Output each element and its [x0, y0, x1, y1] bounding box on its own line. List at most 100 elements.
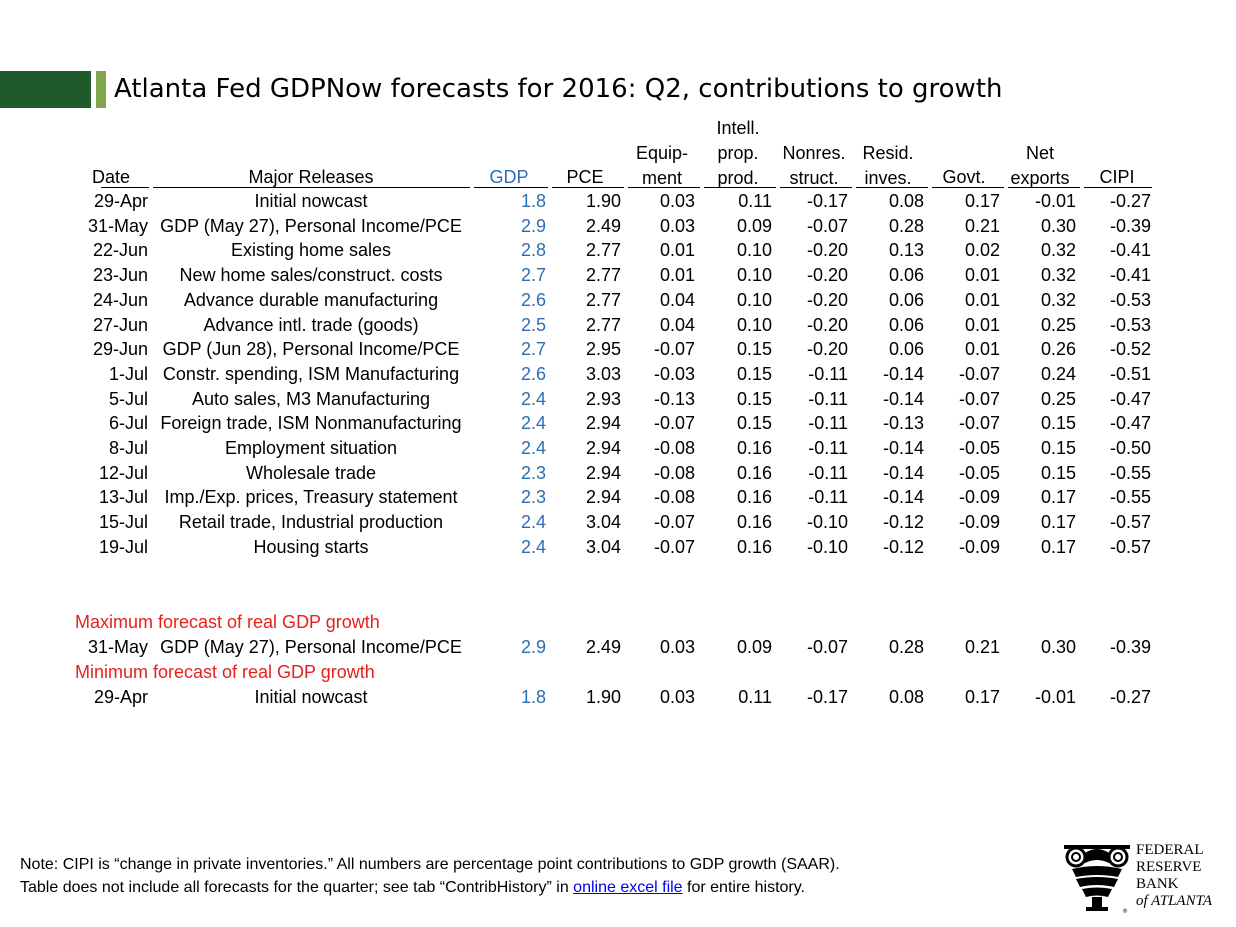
row-date: 23-Jun — [92, 265, 148, 286]
row-govt: 0.01 — [964, 265, 1000, 286]
table-row: 6-Jul Foreign trade, ISM Nonmanufacturing… — [0, 411, 1236, 436]
table-row: 12-Jul Wholesale trade 2.3 2.94 -0.08 0.16 -0.… — [0, 461, 1236, 486]
row-date: 13-Jul — [98, 487, 148, 508]
row-intell-prop: 0.09 — [736, 215, 772, 236]
row-pce: 2.77 — [585, 265, 621, 286]
online-excel-file-link[interactable]: online excel file — [573, 879, 683, 896]
row-pce: 3.03 — [585, 363, 621, 384]
row-release: Retail trade, Industrial production — [178, 512, 444, 533]
table-row: 1-Jul Constr. spending, ISM Manufacturing… — [0, 362, 1236, 387]
row-date: 31-May — [87, 637, 148, 657]
row-pce: 2.94 — [585, 462, 621, 483]
row-nonres: -0.11 — [808, 413, 848, 434]
row-intell-prop: 0.16 — [736, 487, 772, 508]
row-date: 29-Jun — [92, 339, 148, 360]
row-date: 5-Jul — [108, 388, 148, 409]
row-release: Constr. spending, ISM Manufacturing — [162, 363, 460, 384]
header-cipi: CIPI — [1099, 167, 1135, 187]
row-net-exports: 0.30 — [1040, 637, 1076, 657]
row-equipment: 0.01 — [659, 240, 695, 261]
header-net-exports: Net exports — [1010, 143, 1070, 188]
header-underline — [780, 187, 852, 188]
row-resid: -0.14 — [882, 487, 924, 508]
row-intell-prop: 0.15 — [736, 339, 772, 360]
row-nonres: -0.07 — [806, 215, 848, 236]
header-underline — [1008, 187, 1080, 188]
row-govt: -0.07 — [958, 388, 1000, 409]
row-pce: 3.04 — [585, 536, 621, 557]
table-row: 5-Jul Auto sales, M3 Manufacturing 2.4 2.93… — [0, 387, 1236, 412]
row-nonres: -0.10 — [806, 512, 848, 533]
row-date: 24-Jun — [92, 289, 148, 310]
row-pce: 2.95 — [585, 339, 621, 360]
row-gdp: 2.4 — [520, 388, 546, 409]
row-nonres: -0.20 — [806, 314, 848, 335]
row-pce: 2.94 — [585, 487, 621, 508]
row-govt: -0.07 — [958, 363, 1000, 384]
header-pce: PCE — [566, 167, 604, 187]
row-nonres: -0.11 — [808, 363, 848, 384]
row-gdp: 2.4 — [520, 512, 546, 533]
row-date: 31-May — [87, 215, 148, 236]
max-forecast-label: Maximum forecast of real GDP growth — [75, 612, 380, 632]
row-govt: -0.09 — [958, 536, 1000, 557]
row-net-exports: -0.01 — [1034, 191, 1076, 211]
header-govt: Govt. — [942, 167, 986, 187]
row-equipment: -0.07 — [653, 339, 695, 360]
header-resid: Resid. inves. — [862, 143, 914, 188]
row-govt: 0.01 — [964, 339, 1000, 360]
row-gdp: 2.9 — [520, 215, 546, 236]
row-release: GDP (May 27), Personal Income/PCE — [160, 637, 462, 657]
row-govt: 0.17 — [964, 687, 1000, 707]
row-intell-prop: 0.10 — [736, 289, 772, 310]
row-equipment: 0.03 — [659, 191, 695, 211]
row-nonres: -0.20 — [806, 289, 848, 310]
row-cipi: -0.57 — [1109, 512, 1151, 533]
table-row: 23-Jun New home sales/construct. costs 2.7… — [0, 263, 1236, 288]
header-nonres: Nonres. struct. — [782, 143, 846, 188]
row-resid: -0.14 — [882, 388, 924, 409]
table-row: 22-Jun Existing home sales 2.8 2.77 0.01 0.10… — [0, 238, 1236, 263]
row-net-exports: 0.32 — [1040, 265, 1076, 286]
row-date: 29-Apr — [93, 191, 148, 211]
row-nonres: -0.11 — [808, 462, 848, 483]
row-intell-prop: 0.15 — [736, 388, 772, 409]
row-nonres: -0.10 — [806, 536, 848, 557]
row-govt: 0.17 — [964, 191, 1000, 211]
row-gdp: 2.6 — [520, 289, 546, 310]
row-pce: 1.90 — [585, 191, 621, 211]
row-govt: 0.21 — [964, 215, 1000, 236]
row-cipi: -0.41 — [1109, 265, 1151, 286]
row-date: 12-Jul — [98, 462, 148, 483]
row-release: Foreign trade, ISM Nonmanufacturing — [160, 413, 462, 434]
row-date: 29-Apr — [93, 687, 148, 707]
row-equipment: 0.04 — [659, 314, 695, 335]
row-pce: 2.94 — [585, 413, 621, 434]
row-resid: 0.06 — [888, 314, 924, 335]
row-resid: -0.12 — [882, 536, 924, 557]
row-date: 19-Jul — [98, 536, 148, 557]
row-net-exports: 0.17 — [1040, 536, 1076, 557]
row-govt: 0.02 — [964, 240, 1000, 261]
row-resid: -0.14 — [882, 363, 924, 384]
table-row: 8-Jul Employment situation 2.4 2.94 -0.08 0.1… — [0, 436, 1236, 461]
row-cipi: -0.55 — [1109, 462, 1151, 483]
row-intell-prop: 0.16 — [736, 462, 772, 483]
row-nonres: -0.20 — [806, 265, 848, 286]
table-row: 19-Jul Housing starts 2.4 3.04 -0.07 0.16 -0.1… — [0, 535, 1236, 560]
row-equipment: -0.07 — [653, 512, 695, 533]
row-date: 27-Jun — [92, 314, 148, 335]
row-pce: 2.94 — [585, 438, 621, 458]
row-intell-prop: 0.16 — [736, 536, 772, 557]
row-pce: 2.93 — [585, 388, 621, 409]
row-nonres: -0.11 — [808, 487, 848, 508]
row-intell-prop: 0.15 — [736, 413, 772, 434]
row-pce: 2.77 — [585, 240, 621, 261]
table-row: 15-Jul Retail trade, Industrial productio… — [0, 510, 1236, 535]
row-gdp: 2.4 — [520, 438, 546, 458]
row-gdp: 2.7 — [520, 339, 546, 360]
row-govt: -0.05 — [958, 462, 1000, 483]
row-gdp: 1.8 — [520, 687, 546, 707]
row-net-exports: 0.32 — [1040, 240, 1076, 261]
row-release: Employment situation — [224, 438, 398, 458]
